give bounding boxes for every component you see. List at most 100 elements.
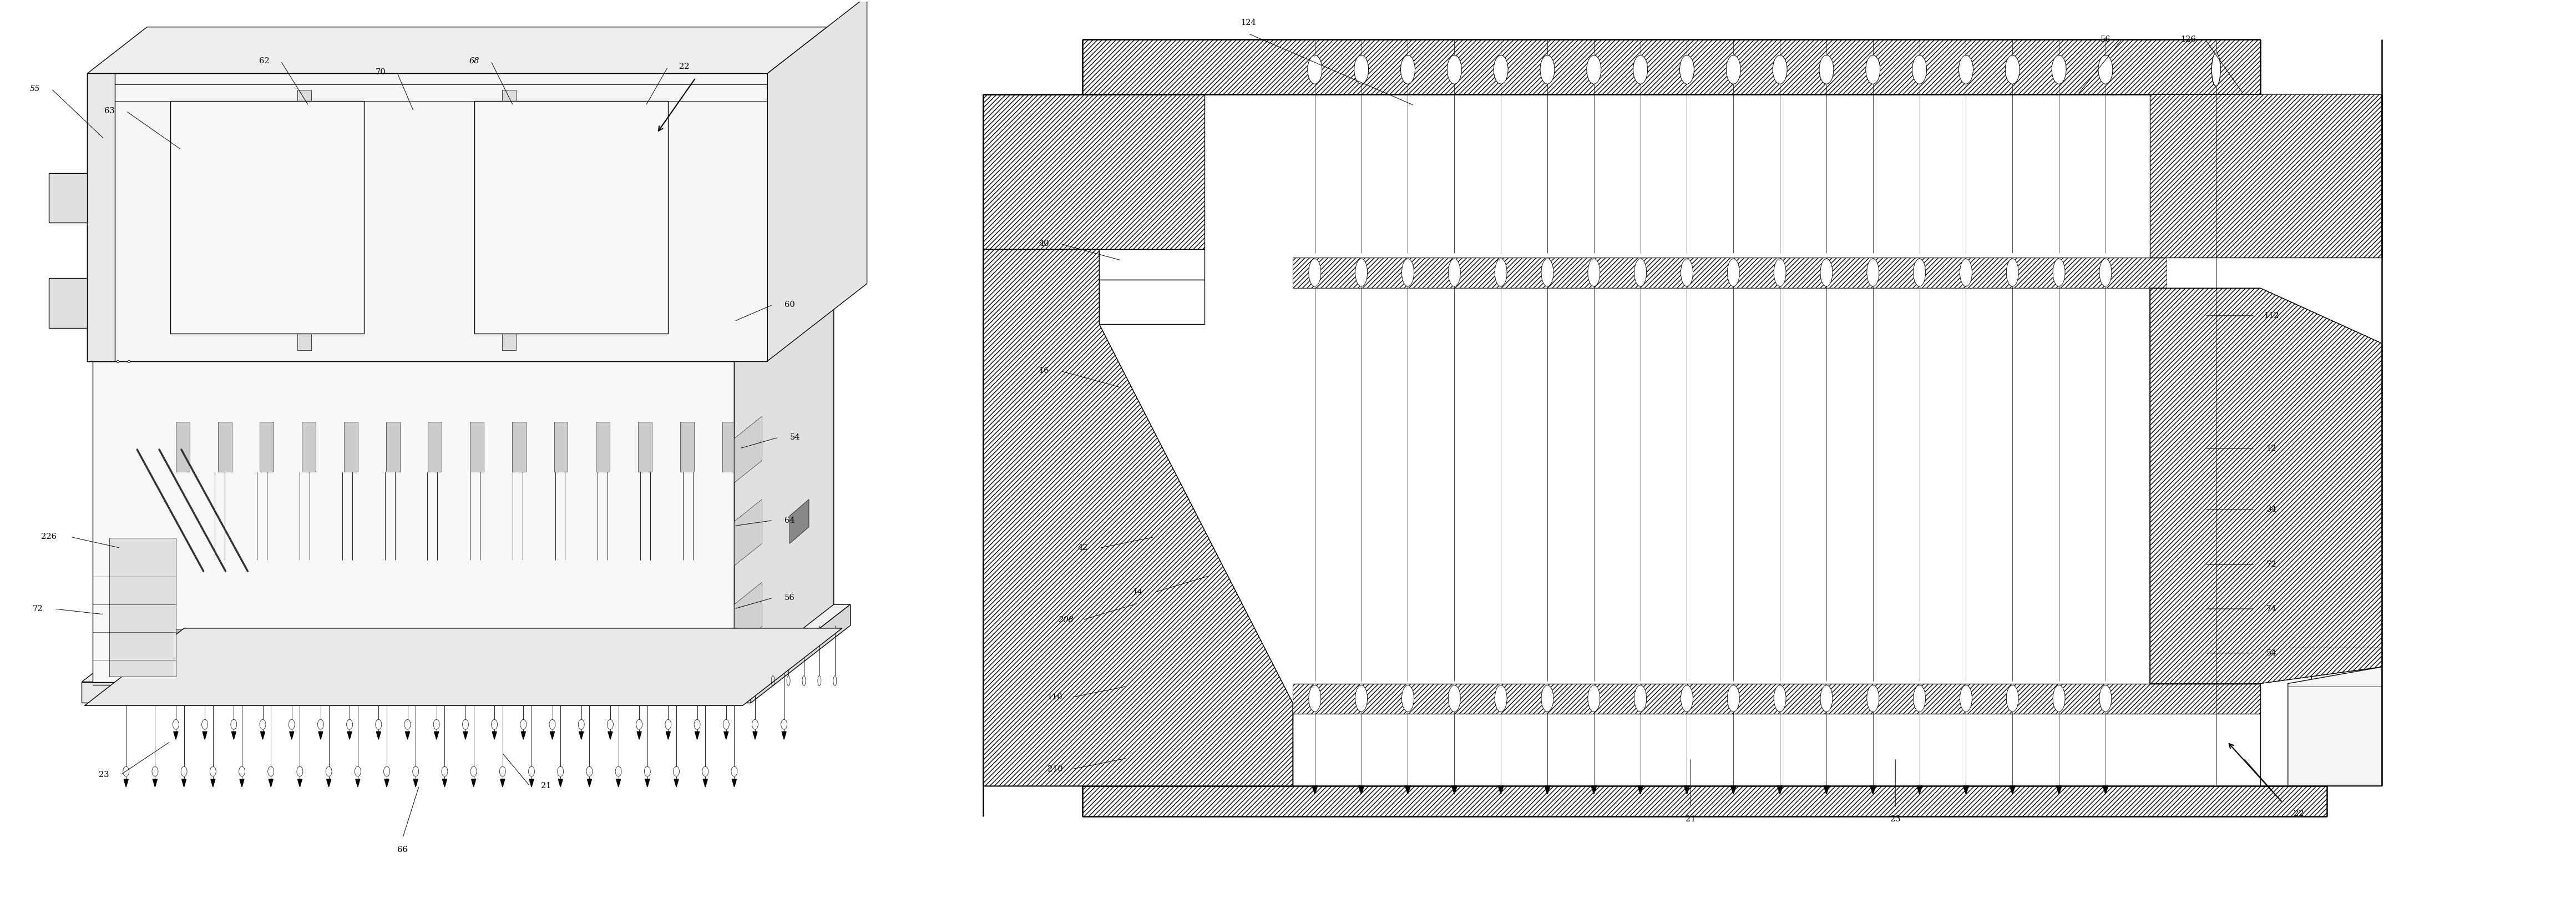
- Ellipse shape: [2213, 53, 2221, 86]
- Bar: [1293, 258, 2166, 288]
- Polygon shape: [696, 732, 698, 739]
- Polygon shape: [289, 629, 307, 655]
- Ellipse shape: [1819, 55, 1834, 84]
- Ellipse shape: [2099, 685, 2112, 712]
- Bar: [1082, 786, 2326, 816]
- Ellipse shape: [1775, 685, 1785, 712]
- Text: 70: 70: [376, 68, 386, 76]
- Polygon shape: [299, 779, 301, 787]
- Polygon shape: [984, 250, 1203, 280]
- Text: 23: 23: [98, 770, 108, 779]
- Polygon shape: [443, 779, 446, 787]
- Polygon shape: [608, 732, 613, 739]
- Ellipse shape: [1868, 685, 1878, 712]
- Ellipse shape: [2099, 259, 2112, 286]
- Polygon shape: [376, 732, 381, 739]
- Text: 210: 210: [1048, 765, 1064, 773]
- Text: 22: 22: [680, 63, 690, 71]
- Text: 23: 23: [1891, 815, 1901, 823]
- Polygon shape: [183, 779, 185, 787]
- Polygon shape: [595, 422, 611, 471]
- Polygon shape: [531, 629, 549, 655]
- Polygon shape: [108, 538, 175, 676]
- Ellipse shape: [1633, 55, 1649, 84]
- Polygon shape: [690, 629, 711, 655]
- Polygon shape: [781, 732, 786, 739]
- Text: 12: 12: [2267, 445, 2277, 453]
- Ellipse shape: [1540, 685, 1553, 712]
- Ellipse shape: [2007, 259, 2020, 286]
- Ellipse shape: [1309, 259, 1321, 286]
- Polygon shape: [435, 732, 438, 739]
- Text: 62: 62: [260, 57, 270, 66]
- Polygon shape: [327, 779, 330, 787]
- Ellipse shape: [1680, 685, 1692, 712]
- Polygon shape: [88, 74, 116, 361]
- Ellipse shape: [1958, 55, 1973, 84]
- Ellipse shape: [1960, 259, 1973, 286]
- Text: 74: 74: [2267, 605, 2277, 612]
- Polygon shape: [734, 499, 762, 566]
- Polygon shape: [984, 250, 1293, 786]
- Ellipse shape: [1914, 685, 1924, 712]
- Polygon shape: [2102, 786, 2107, 794]
- Ellipse shape: [2004, 55, 2020, 84]
- Text: 34: 34: [2267, 506, 2277, 513]
- Polygon shape: [667, 732, 670, 739]
- Polygon shape: [124, 779, 129, 787]
- Polygon shape: [1731, 786, 1736, 794]
- Polygon shape: [474, 101, 667, 333]
- Polygon shape: [211, 779, 216, 787]
- Text: 226: 226: [41, 533, 57, 541]
- Polygon shape: [88, 27, 827, 74]
- Text: 126: 126: [2182, 35, 2197, 43]
- Text: 72: 72: [2267, 560, 2277, 568]
- Ellipse shape: [1540, 259, 1553, 286]
- Ellipse shape: [1587, 55, 1602, 84]
- Polygon shape: [500, 779, 505, 787]
- Polygon shape: [1638, 786, 1643, 794]
- Ellipse shape: [1448, 259, 1461, 286]
- Polygon shape: [345, 422, 358, 471]
- Polygon shape: [2009, 786, 2014, 794]
- Polygon shape: [1777, 786, 1783, 794]
- Text: 66: 66: [397, 846, 407, 853]
- Polygon shape: [175, 422, 191, 471]
- Polygon shape: [721, 422, 737, 471]
- Polygon shape: [471, 779, 477, 787]
- Ellipse shape: [2053, 685, 2066, 712]
- Polygon shape: [247, 629, 265, 655]
- Polygon shape: [1358, 786, 1365, 794]
- Ellipse shape: [1726, 55, 1741, 84]
- Polygon shape: [204, 732, 206, 739]
- Bar: [1082, 40, 2259, 94]
- Ellipse shape: [2007, 685, 2020, 712]
- Polygon shape: [734, 582, 762, 648]
- Polygon shape: [492, 732, 497, 739]
- Text: 22: 22: [2293, 810, 2303, 817]
- Text: 63: 63: [103, 107, 116, 115]
- Polygon shape: [1546, 786, 1551, 794]
- Text: 208: 208: [1059, 616, 1074, 624]
- Polygon shape: [355, 779, 361, 787]
- Ellipse shape: [1355, 55, 1368, 84]
- Polygon shape: [268, 779, 273, 787]
- Ellipse shape: [1680, 55, 1695, 84]
- Polygon shape: [750, 604, 850, 703]
- Polygon shape: [1592, 786, 1597, 794]
- Text: 21: 21: [541, 782, 551, 789]
- Polygon shape: [675, 779, 677, 787]
- Polygon shape: [2151, 288, 2383, 683]
- Polygon shape: [240, 779, 245, 787]
- Ellipse shape: [1401, 685, 1414, 712]
- Polygon shape: [1311, 786, 1316, 794]
- Polygon shape: [580, 732, 585, 739]
- Ellipse shape: [1401, 259, 1414, 286]
- Text: 72: 72: [33, 605, 44, 612]
- Ellipse shape: [1728, 685, 1739, 712]
- Polygon shape: [319, 732, 322, 739]
- Ellipse shape: [1680, 259, 1692, 286]
- Ellipse shape: [1494, 55, 1507, 84]
- Polygon shape: [1917, 786, 1922, 794]
- Polygon shape: [1100, 280, 1203, 324]
